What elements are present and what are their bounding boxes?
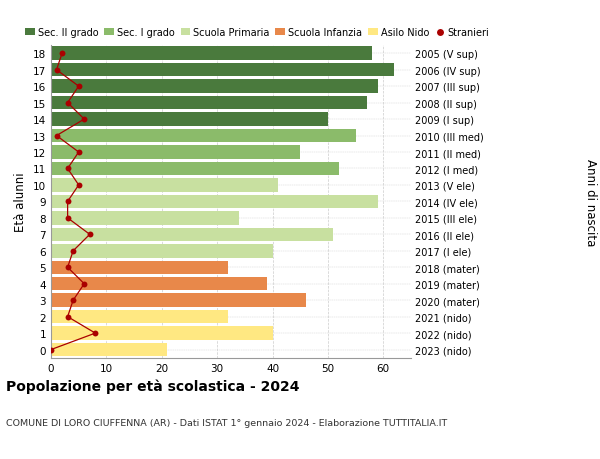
Point xyxy=(63,264,73,271)
Point xyxy=(91,330,100,337)
Point xyxy=(63,198,73,206)
Point xyxy=(63,100,73,107)
Bar xyxy=(51,97,367,110)
Point xyxy=(52,133,61,140)
Point xyxy=(46,346,56,353)
Bar xyxy=(51,47,372,61)
Bar xyxy=(51,212,239,225)
Bar xyxy=(51,343,167,357)
Y-axis label: Età alunni: Età alunni xyxy=(14,172,28,232)
Text: COMUNE DI LORO CIUFFENNA (AR) - Dati ISTAT 1° gennaio 2024 - Elaborazione TUTTIT: COMUNE DI LORO CIUFFENNA (AR) - Dati IST… xyxy=(6,418,447,427)
Bar xyxy=(51,310,228,324)
Bar xyxy=(51,294,306,307)
Point xyxy=(68,247,78,255)
Point xyxy=(85,231,95,239)
Bar xyxy=(51,277,267,291)
Point xyxy=(79,280,89,288)
Text: Anni di nascita: Anni di nascita xyxy=(584,158,597,246)
Bar xyxy=(51,113,328,127)
Point xyxy=(63,215,73,222)
Bar xyxy=(51,146,300,159)
Point xyxy=(63,313,73,321)
Point xyxy=(74,83,83,90)
Bar xyxy=(51,64,394,77)
Legend: Sec. II grado, Sec. I grado, Scuola Primaria, Scuola Infanzia, Asilo Nido, Stran: Sec. II grado, Sec. I grado, Scuola Prim… xyxy=(25,28,489,38)
Text: Popolazione per età scolastica - 2024: Popolazione per età scolastica - 2024 xyxy=(6,379,299,393)
Bar xyxy=(51,228,334,241)
Point xyxy=(68,297,78,304)
Bar xyxy=(51,245,272,258)
Point xyxy=(74,182,83,189)
Point xyxy=(63,165,73,173)
Bar xyxy=(51,129,356,143)
Bar xyxy=(51,261,228,274)
Bar xyxy=(51,179,278,192)
Point xyxy=(74,149,83,157)
Bar xyxy=(51,195,378,209)
Point xyxy=(52,67,61,74)
Bar xyxy=(51,327,272,340)
Bar xyxy=(51,162,339,176)
Point xyxy=(57,50,67,58)
Bar xyxy=(51,80,378,94)
Point xyxy=(79,116,89,123)
